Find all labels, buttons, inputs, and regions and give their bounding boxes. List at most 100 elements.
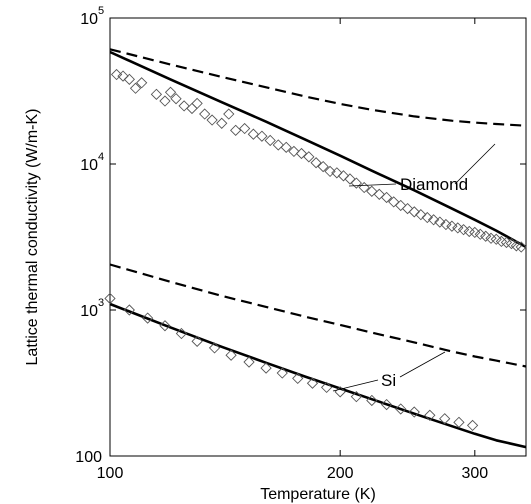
series-layer [104, 48, 527, 449]
data-point-diamond [206, 114, 218, 126]
data-point-diamond [388, 196, 400, 208]
data-point-diamond [424, 409, 436, 421]
data-point-diamond [175, 327, 188, 340]
diamond-leader-line [348, 183, 397, 187]
y-tick-label: 10 [80, 303, 98, 320]
y-axis-label: Lattice thermal conductivity (W/m-K) [24, 109, 41, 366]
data-point-diamond [159, 95, 171, 107]
y-tick-label: 10 [80, 11, 98, 28]
data-point-diamond [495, 235, 508, 248]
series-line-dashed [109, 263, 527, 368]
series-line-solid [109, 302, 527, 449]
data-point-diamond [136, 77, 148, 89]
data-point-diamond [344, 173, 356, 185]
data-point-diamond [230, 124, 242, 136]
data-point-diamond [191, 335, 203, 347]
data-point-diamond [191, 97, 203, 110]
series-line-solid [109, 50, 527, 249]
y-tick-exponent: 3 [98, 297, 104, 309]
y-tick-label: 10 [80, 157, 98, 174]
data-point-diamond [415, 208, 427, 221]
data-point-diamond [366, 185, 378, 197]
data-point-diamond [129, 82, 142, 94]
annotation-si: Si [381, 371, 396, 390]
data-point-diamond [515, 241, 527, 253]
data-point-diamond [141, 312, 154, 324]
data-point-diamond [164, 86, 177, 98]
data-point-diamond [485, 232, 497, 244]
data-point-diamond [159, 320, 171, 332]
data-point-diamond [223, 108, 235, 120]
data-point-diamond [408, 406, 420, 418]
data-point-diamond [110, 68, 123, 81]
data-point-diamond [453, 416, 465, 428]
x-axis-label: Temperature (K) [260, 486, 376, 503]
data-point-diamond [452, 222, 464, 234]
data-point-diamond [104, 292, 116, 305]
data-point-diamond [295, 147, 308, 160]
y-tick-exponent: 4 [98, 151, 104, 163]
data-point-diamond [170, 93, 182, 105]
si-leader-line [332, 379, 379, 392]
data-point-diamond [474, 228, 486, 240]
data-point-diamond [350, 177, 363, 189]
data-point-diamond [439, 413, 451, 425]
data-point-diamond [288, 145, 300, 158]
plot-frame [109, 17, 527, 457]
data-point-diamond [256, 130, 268, 142]
marker-series [104, 292, 479, 432]
data-point-diamond [337, 170, 350, 182]
y-tick-exponent: 5 [98, 5, 104, 17]
data-point-diamond [123, 73, 135, 85]
data-point-diamond [324, 165, 336, 178]
diamond-leader-line [454, 143, 496, 185]
data-point-diamond [317, 160, 329, 173]
x-tick-label: 200 [327, 465, 354, 482]
data-point-diamond [306, 377, 319, 389]
x-axis: 100 200 300 [97, 18, 488, 482]
data-point-diamond [421, 211, 433, 224]
data-point-diamond [366, 394, 378, 407]
data-point-diamond [350, 391, 363, 403]
data-point-diamond [469, 226, 481, 239]
x-tick-label: 300 [461, 465, 488, 482]
data-point-diamond [208, 342, 221, 354]
data-point-diamond [239, 122, 251, 135]
data-point-diamond [216, 117, 228, 129]
y-tick-label: 100 [75, 449, 102, 466]
data-point-diamond [199, 108, 211, 120]
data-point-diamond [373, 188, 385, 200]
data-point-diamond [490, 233, 502, 245]
data-point-diamond [466, 419, 479, 432]
data-point-diamond [178, 100, 190, 112]
x-tick-label: 100 [97, 465, 124, 482]
series-line-dashed [109, 48, 527, 127]
data-point-diamond [408, 206, 420, 218]
data-point-diamond [272, 139, 284, 151]
data-point-diamond [280, 141, 292, 154]
data-point-diamond [427, 214, 440, 226]
data-point-diamond [310, 157, 322, 169]
data-point-diamond [434, 216, 446, 228]
data-point-diamond [510, 240, 523, 252]
data-point-diamond [320, 381, 333, 394]
data-point-diamond [303, 151, 315, 163]
data-point-diamond [123, 304, 135, 316]
data-point-diamond [276, 367, 288, 379]
data-point-diamond [247, 128, 260, 140]
marker-series [110, 68, 527, 253]
data-point-diamond [395, 199, 407, 212]
data-point-diamond [292, 372, 304, 385]
data-point-diamond [225, 349, 237, 361]
data-point-diamond [243, 356, 255, 368]
data-point-diamond [395, 403, 407, 415]
annotation-diamond: Diamond [400, 175, 468, 194]
si-leader-line [399, 351, 446, 378]
data-point-diamond [264, 134, 276, 147]
data-point-diamond [446, 220, 458, 232]
data-point-diamond [480, 230, 492, 242]
data-point-diamond [117, 70, 129, 82]
data-point-diamond [260, 362, 272, 374]
